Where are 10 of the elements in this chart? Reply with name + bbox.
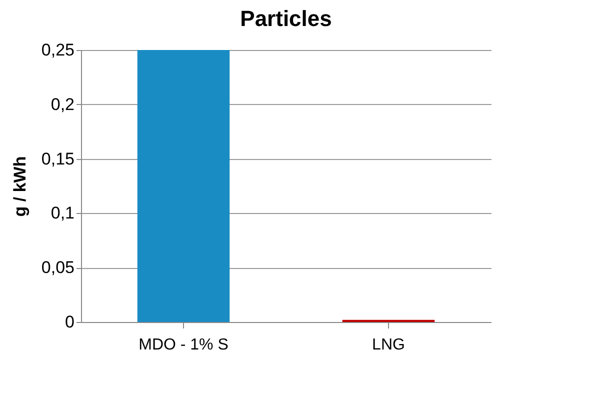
chart-title: Particles: [240, 6, 332, 31]
y-tick-label: 0,1: [50, 204, 74, 223]
y-tick-label: 0,25: [41, 40, 74, 60]
y-axis-title: g / kWh: [10, 156, 30, 217]
y-tick-label: 0,15: [41, 149, 74, 168]
y-tick-label: 0: [65, 312, 74, 332]
y-tick-label: 0,05: [41, 258, 74, 278]
x-tick-label: LNG: [372, 336, 405, 354]
x-tick-label: MDO - 1% S: [138, 336, 228, 354]
y-tick-label: 0,2: [50, 94, 74, 114]
